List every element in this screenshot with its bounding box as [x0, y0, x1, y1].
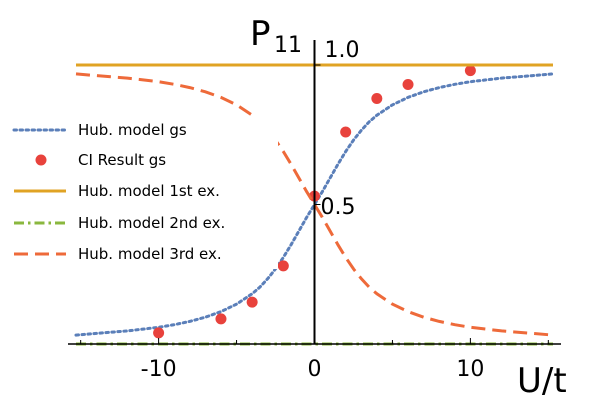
x-tick-label: -10	[141, 357, 177, 382]
legend: Hub. model gs CI Result gs Hub. model 1st …	[8, 117, 278, 269]
legend-marker-1	[35, 154, 47, 166]
ci-result-point	[371, 92, 383, 104]
legend-label-3: Hub. model 2nd ex.	[78, 214, 225, 232]
y-tick-label: 0.5	[321, 195, 356, 220]
ci-result-point	[277, 260, 289, 272]
axes-layer: -10 0 10 0.5 1.0 P 11 U/t	[68, 14, 567, 399]
legend-background	[8, 117, 278, 269]
ci-result-point	[153, 327, 165, 339]
x-axis-label: U/t	[517, 361, 567, 399]
ci-result-point	[215, 313, 227, 325]
ci-result-point	[246, 296, 258, 308]
legend-label-0: Hub. model gs	[78, 121, 187, 139]
ci-result-point	[402, 79, 414, 91]
ci-result-point	[464, 65, 476, 77]
x-tick-label: 10	[456, 357, 484, 382]
legend-label-1: CI Result gs	[78, 151, 166, 169]
y-axis-label: P	[250, 14, 271, 54]
legend-label-4: Hub. model 3rd ex.	[78, 245, 222, 263]
y-tick-label: 1.0	[325, 38, 360, 63]
y-axis-label-subscript: 11	[274, 33, 302, 58]
legend-label-2: Hub. model 1st ex.	[78, 182, 220, 200]
x-tick-label: 0	[308, 357, 322, 382]
ci-result-point	[340, 126, 352, 138]
